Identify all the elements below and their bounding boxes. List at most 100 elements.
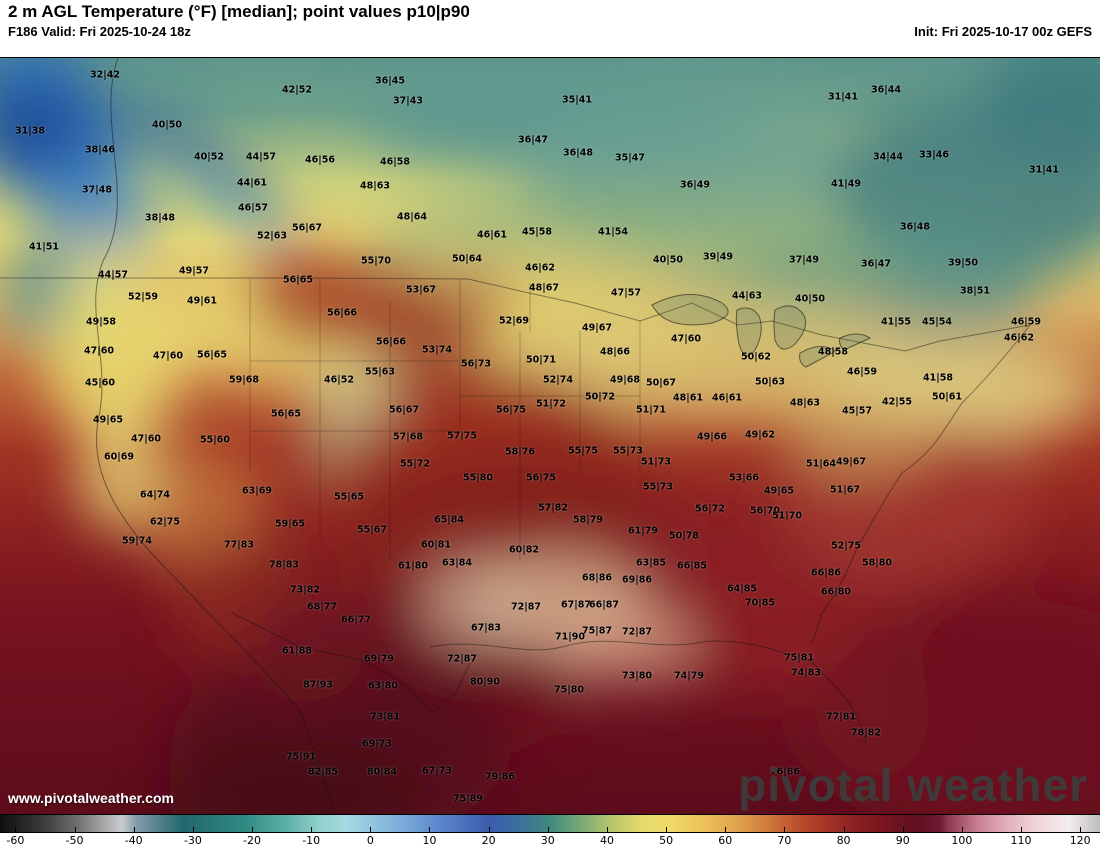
point-value: 44|57	[246, 151, 276, 163]
point-value: 56|70	[750, 505, 780, 517]
colorbar-tick-label: -50	[65, 834, 84, 847]
site-watermark: www.pivotalweather.com	[8, 790, 174, 806]
point-value: 46|59	[1011, 316, 1041, 328]
point-value: 60|69	[104, 451, 134, 463]
point-value: 41|51	[29, 241, 59, 253]
point-value: 40|50	[795, 293, 825, 305]
colorbar-tick-mark	[784, 827, 786, 832]
colorbar-tick-label: 80	[836, 834, 851, 847]
point-value: 63|69	[242, 485, 272, 497]
colorbar-tick-label: -60	[6, 834, 25, 847]
colorbar-tick-label: -10	[302, 834, 321, 847]
point-value: 48|66	[600, 346, 630, 358]
point-value: 69|79	[364, 653, 394, 665]
colorbar-tick-mark	[252, 827, 254, 832]
point-value: 51|73	[641, 456, 671, 468]
point-value: 36|44	[871, 84, 901, 96]
point-value: 56|66	[376, 336, 406, 348]
point-value: 69|73	[362, 738, 392, 750]
brand-watermark: pivotal weather	[738, 759, 1088, 811]
point-value: 51|70	[772, 510, 802, 522]
point-value: 36|47	[861, 258, 891, 270]
colorbar-ticks: -60 -50 -40 -30 -20 -10 0 10 20 30 40 50 60 70 80 90 100…	[0, 833, 1100, 850]
point-value: 69|86	[622, 574, 652, 586]
map-title: 2 m AGL Temperature (°F) [median]; point…	[8, 2, 470, 21]
point-value: 57|82	[538, 502, 568, 514]
temperature-field	[0, 58, 1100, 814]
point-value: 46|57	[238, 202, 268, 214]
point-value: 46|61	[712, 392, 742, 404]
point-value: 56|66	[327, 307, 357, 319]
colorbar-tick-mark	[192, 827, 194, 832]
point-value: 52|69	[499, 315, 529, 327]
init-time-label: Init: Fri 2025-10-17 00z GEFS	[914, 24, 1092, 40]
point-value: 45|58	[522, 226, 552, 238]
colorbar-tick-label: 100	[951, 834, 973, 847]
point-value: 31|41	[1029, 164, 1059, 176]
point-value: 61|79	[628, 525, 658, 537]
colorbar-tick-mark	[725, 827, 727, 832]
point-value: 77|81	[826, 711, 856, 723]
point-value: 60|82	[509, 544, 539, 556]
temperature-map[interactable]: 32|42 42|52 36|45 37|43 35|41 31|41 36|44 31|38…	[0, 57, 1100, 815]
point-value: 66|86	[811, 567, 841, 579]
point-value: 56|67	[389, 404, 419, 416]
point-value: 35|47	[615, 152, 645, 164]
colorbar-tick-label: 120	[1069, 834, 1091, 847]
point-value: 77|83	[224, 539, 254, 551]
point-value: 56|65	[271, 408, 301, 420]
point-value: 41|55	[881, 316, 911, 328]
point-value: 47|57	[611, 287, 641, 299]
point-value: 56|67	[292, 222, 322, 234]
point-value: 33|46	[919, 149, 949, 161]
point-value: 47|60	[153, 350, 183, 362]
point-value: 32|42	[90, 69, 120, 81]
point-value: 42|55	[882, 396, 912, 408]
colorbar-tick-mark	[311, 827, 313, 832]
point-value: 79|86	[485, 771, 515, 783]
point-value: 35|41	[562, 94, 592, 106]
colorbar-tick-label: -30	[183, 834, 202, 847]
colorbar-tick-mark	[74, 827, 76, 832]
point-value: 42|52	[282, 84, 312, 96]
point-value: 67|73	[422, 765, 452, 777]
point-value: 75|81	[784, 652, 814, 664]
point-value: 75|89	[453, 793, 483, 805]
point-value: 70|85	[745, 597, 775, 609]
point-value: 45|57	[842, 405, 872, 417]
point-value: 66|77	[341, 614, 371, 626]
point-value: 49|67	[836, 456, 866, 468]
point-value: 52|75	[831, 540, 861, 552]
point-value: 71|90	[555, 631, 585, 643]
point-value: 49|62	[745, 429, 775, 441]
point-value: 31|38	[15, 125, 45, 137]
point-value: 37|43	[393, 95, 423, 107]
colorbar-tick-mark	[1021, 827, 1023, 832]
colorbar-tick-label: -20	[243, 834, 261, 847]
point-value: 68|77	[307, 601, 337, 613]
point-value: 52|63	[257, 230, 287, 242]
point-value: 72|87	[447, 653, 477, 665]
point-value: 51|71	[636, 404, 666, 416]
point-value: 56|75	[526, 472, 556, 484]
point-value: 65|84	[434, 514, 464, 526]
point-value: 55|75	[568, 445, 598, 457]
point-value: 52|59	[128, 291, 158, 303]
point-value: 40|50	[152, 119, 182, 131]
point-value: 41|54	[598, 226, 628, 238]
point-value: 36|48	[563, 147, 593, 159]
point-value: 46|62	[1004, 332, 1034, 344]
point-value: 55|65	[334, 491, 364, 503]
colorbar: -60 -50 -40 -30 -20 -10 0 10 20 30 40 50 60 70 80 90 100…	[0, 815, 1100, 850]
point-value: 61|88	[282, 645, 312, 657]
point-value: 55|80	[463, 472, 493, 484]
point-value: 44|57	[98, 269, 128, 281]
point-value: 59|68	[229, 374, 259, 386]
point-value: 51|67	[830, 484, 860, 496]
point-value: 49|57	[179, 265, 209, 277]
point-value: 53|66	[729, 472, 759, 484]
point-value: 39|49	[703, 251, 733, 263]
point-value: 45|60	[85, 377, 115, 389]
point-value: 62|75	[150, 516, 180, 528]
point-value: 63|85	[636, 557, 666, 569]
